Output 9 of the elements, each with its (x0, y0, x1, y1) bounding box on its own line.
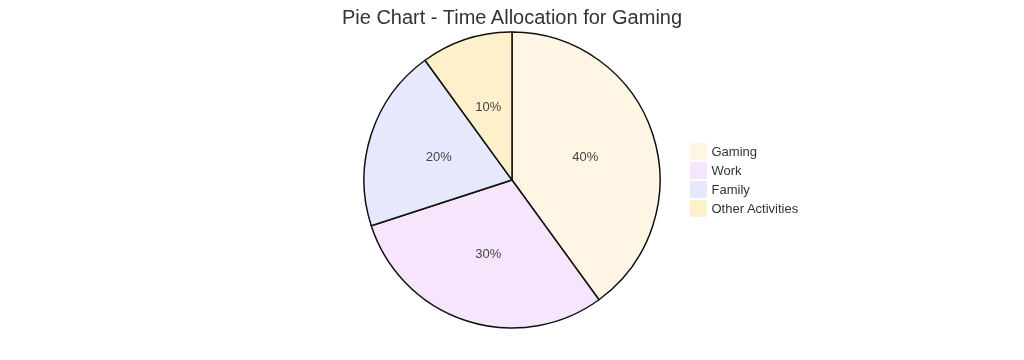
chart-title: Pie Chart - Time Allocation for Gaming (341, 6, 683, 28)
data-label: 20% (425, 148, 453, 164)
legend-label: Gaming (711, 144, 758, 159)
data-label: 40% (572, 148, 599, 164)
legend-label: Other Activities (711, 201, 799, 216)
data-label: 10% (475, 99, 502, 115)
legend-label: Work (711, 163, 743, 178)
legend-label: Family (711, 182, 751, 197)
data-label: 30% (475, 245, 502, 261)
